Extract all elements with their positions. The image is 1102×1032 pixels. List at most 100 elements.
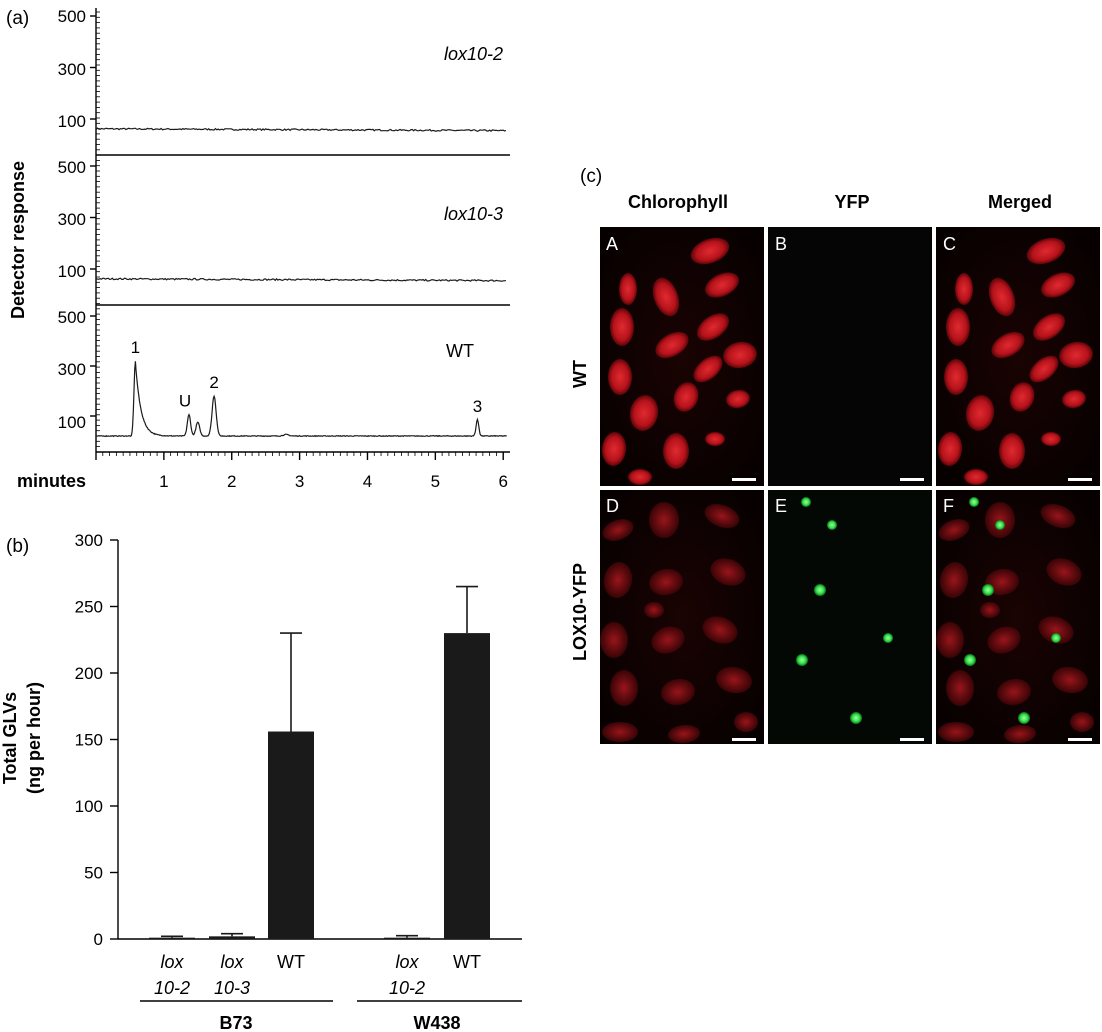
chloroplast [944,359,968,395]
chloroplast [988,277,1016,317]
chloroplast [716,666,752,694]
chloroplast [997,678,1031,706]
chloroplast [1059,341,1093,369]
chloroplast [955,273,973,305]
chloroplast [1052,666,1088,694]
panel-a: (a) Detector response 500 300 100 lox10-… [6,7,510,491]
subplot-label: lox10-2 [444,44,503,64]
micrograph-tile-a: A [600,227,764,486]
tile-letter: F [943,496,954,516]
chloroplast [601,432,627,466]
chloroplast [619,273,637,305]
chloroplast [939,562,969,598]
chloroplast [651,626,685,654]
scale-bar [1068,738,1092,741]
chloroplast [668,724,700,744]
chloroplast [673,382,699,412]
chloroplast [693,355,723,383]
tile-letter: B [775,234,787,254]
chloroplast [938,722,974,742]
column-header-chlorophyll: Chlorophyll [628,192,728,212]
chloroplast [655,331,689,359]
chloroplast [661,678,695,706]
chloroplast [696,313,730,341]
chloroplast [603,562,633,598]
category-label: WT [453,952,481,972]
chloroplast [991,331,1025,359]
chloroplast [980,602,1000,618]
panel-a-x-ticks [95,452,504,460]
group-label-b73: B73 [219,1013,252,1032]
subplot-label: lox10-3 [444,204,503,224]
chloroplast [649,568,683,596]
chloroplast [629,395,659,431]
chloroplast [600,622,628,658]
chloroplast [602,519,634,541]
chloroplast [649,502,679,538]
yfp-signal [883,633,893,643]
bar [209,936,255,939]
y-tick-label: 100 [58,112,86,131]
y-tick-label: 500 [58,7,86,26]
chloroplast [610,670,638,706]
yfp-signal [1018,712,1030,724]
column-header-merged: Merged [988,192,1052,212]
peak-label: 2 [209,373,218,392]
chloroplast [644,602,664,618]
x-tick-label: 1 [159,472,168,491]
y-tick-label: 100 [75,797,103,816]
yfp-signal [796,654,808,666]
panel-a-x-axis-label: minutes [17,471,86,491]
panel-b-bars [149,585,490,939]
chloroplast [1004,724,1036,744]
scale-bar [1068,478,1092,481]
category-label-line1: lox [220,952,244,972]
yfp-signal [964,654,976,666]
chloroplast [1038,616,1074,644]
x-tick-label: 5 [431,472,440,491]
micrograph-tile-f: F [936,490,1100,744]
chloroplast [1046,558,1082,586]
scale-bar [732,738,756,741]
chloroplast [726,389,750,409]
chloroplast [1041,432,1061,446]
micrograph-tile-e: E [768,490,932,744]
chromatogram-trace [96,361,507,438]
peak-label: U [179,392,191,411]
chloroplast [608,359,632,395]
category-label-line2: 10-2 [389,978,425,998]
scale-bar [900,478,924,481]
y-tick-label: 300 [58,210,86,229]
chloroplast [602,722,638,742]
chloroplast [1040,503,1076,529]
scale-bar [732,478,756,481]
chloroplast [937,432,963,466]
chloroplast [723,341,757,369]
chloroplast [1070,712,1094,732]
y-tick-label: 300 [75,531,103,550]
column-header-yfp: YFP [834,192,869,212]
y-tick-label: 500 [58,158,86,177]
chloroplast [1029,355,1059,383]
yfp-signal [995,520,1005,530]
peak-label: 3 [473,397,482,416]
chloroplast [1062,389,1086,409]
y-tick-label: 100 [58,262,86,281]
chloroplast [652,277,680,317]
chloroplast [1026,237,1066,265]
category-label-line1: lox [160,952,184,972]
y-tick-label: 100 [58,413,86,432]
tile-letter: D [606,496,619,516]
chloroplast [734,712,758,732]
yfp-signal [982,584,994,596]
yfp-signal [827,520,837,530]
y-tick-label: 250 [75,598,103,617]
y-tick-label: 300 [58,60,86,79]
chloroplast [705,432,725,446]
row-label-wt: WT [570,360,590,388]
chloroplast [946,308,970,346]
bar [268,731,314,939]
chromatogram-trace [95,127,507,132]
chloroplast [936,622,964,658]
subplot-lox10-2: 500 300 100 lox10-2 [58,7,507,132]
